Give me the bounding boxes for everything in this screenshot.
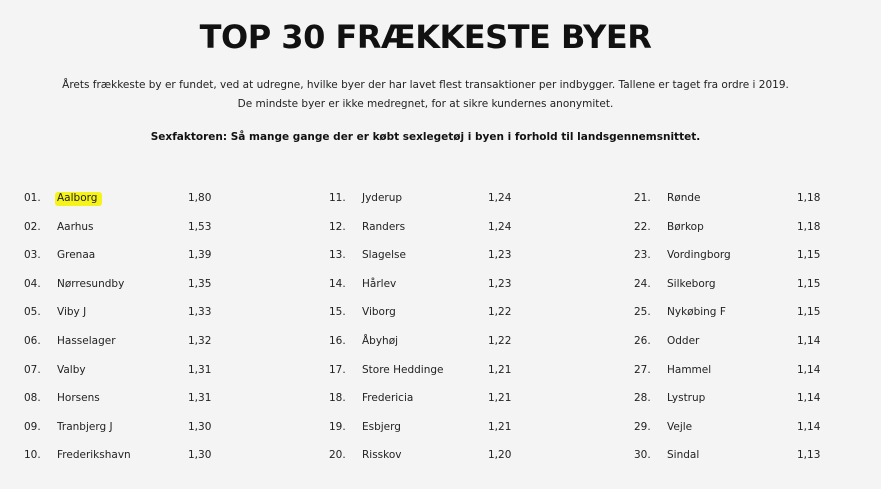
sexfactor-value: 1,14 bbox=[797, 392, 821, 405]
city-name: Vejle bbox=[667, 420, 693, 433]
rank-number: 02. bbox=[24, 220, 41, 233]
sexfactor-value: 1,15 bbox=[797, 306, 821, 319]
sexfactor-value: 1,22 bbox=[488, 334, 512, 347]
rank-number: 04. bbox=[24, 277, 41, 290]
sexfactor-value: 1,31 bbox=[188, 363, 212, 376]
sexfactor-value: 1,35 bbox=[188, 277, 212, 290]
city-name: Slagelse bbox=[362, 249, 406, 262]
city-name: Rønde bbox=[667, 192, 701, 204]
sexfactor-value: 1,18 bbox=[797, 192, 821, 204]
sexfactor-value: 1,80 bbox=[188, 192, 212, 204]
rank-number: 05. bbox=[24, 306, 41, 319]
city-name: Hasselager bbox=[57, 334, 116, 347]
sexfactor-value: 1,21 bbox=[488, 392, 512, 405]
city-name: Odder bbox=[667, 334, 700, 347]
rank-number: 22. bbox=[634, 220, 651, 233]
rank-number: 07. bbox=[24, 363, 41, 376]
rank-number: 30. bbox=[634, 449, 651, 462]
rank-number: 25. bbox=[634, 306, 651, 319]
city-name: Horsens bbox=[57, 392, 100, 405]
rank-number: 13. bbox=[329, 249, 346, 262]
sexfactor-value: 1,24 bbox=[488, 220, 512, 233]
sexfactor-value: 1,23 bbox=[488, 277, 512, 290]
rank-number: 17. bbox=[329, 363, 346, 376]
sexfactor-value: 1,15 bbox=[797, 277, 821, 290]
city-name-highlighted: Aalborg bbox=[55, 192, 103, 206]
city-name: Vordingborg bbox=[667, 249, 731, 262]
city-name: Risskov bbox=[362, 449, 402, 462]
rank-number: 23. bbox=[634, 249, 651, 262]
city-name: Lystrup bbox=[667, 392, 706, 405]
intro-text: Årets frækkeste by er fundet, ved at udr… bbox=[0, 76, 851, 114]
sexfactor-value: 1,23 bbox=[488, 249, 512, 262]
rank-number: 03. bbox=[24, 249, 41, 262]
intro-line-2: De mindste byer er ikke medregnet, for a… bbox=[237, 98, 614, 110]
rank-number: 10. bbox=[24, 449, 41, 462]
rank-number: 09. bbox=[24, 420, 41, 433]
rank-number: 28. bbox=[634, 392, 651, 405]
sexfactor-value: 1,31 bbox=[188, 392, 212, 405]
city-name: Randers bbox=[362, 220, 406, 233]
rank-number: 08. bbox=[24, 392, 41, 405]
sexfactor-value: 1,14 bbox=[797, 334, 821, 347]
sexfactor-value: 1,22 bbox=[488, 306, 512, 319]
city-name: Viborg bbox=[362, 306, 396, 319]
sexfactor-value: 1,33 bbox=[188, 306, 212, 319]
city-name: Tranbjerg J bbox=[57, 420, 113, 433]
sexfactor-value: 1,53 bbox=[188, 220, 212, 233]
rank-number: 21. bbox=[634, 192, 651, 204]
city-name: Nykøbing F bbox=[667, 306, 726, 319]
sexfactor-value: 1,21 bbox=[488, 363, 512, 376]
city-name: Aarhus bbox=[57, 220, 94, 233]
city-name: Jyderup bbox=[362, 192, 403, 204]
rank-number: 18. bbox=[329, 392, 346, 405]
rank-number: 20. bbox=[329, 449, 346, 462]
rank-number: 29. bbox=[634, 420, 651, 433]
rank-number: 24. bbox=[634, 277, 651, 290]
intro-line-1: Årets frækkeste by er fundet, ved at udr… bbox=[62, 79, 789, 91]
sexfactor-value: 1,39 bbox=[188, 249, 212, 262]
city-name: Valby bbox=[57, 363, 86, 376]
rank-number: 14. bbox=[329, 277, 346, 290]
city-name: Silkeborg bbox=[667, 277, 716, 290]
city-name: Hårlev bbox=[362, 277, 397, 290]
sexfactor-note: Sexfaktoren: Så mange gange der er købt … bbox=[150, 131, 701, 143]
city-name: Børkop bbox=[667, 220, 704, 233]
rank-number: 01. bbox=[24, 192, 41, 204]
rank-number: 15. bbox=[329, 306, 346, 319]
sexfactor-value: 1,20 bbox=[488, 449, 512, 462]
sexfactor-value: 1,18 bbox=[797, 220, 821, 233]
city-name: Store Heddinge bbox=[362, 363, 444, 376]
city-name: Grenaa bbox=[57, 249, 96, 262]
rank-number: 16. bbox=[329, 334, 346, 347]
sexfactor-value: 1,32 bbox=[188, 334, 212, 347]
sexfactor-value: 1,30 bbox=[188, 420, 212, 433]
city-name: Hammel bbox=[667, 363, 712, 376]
sexfactor-value: 1,14 bbox=[797, 363, 821, 376]
city-name: Frederikshavn bbox=[57, 449, 131, 462]
city-name: Fredericia bbox=[362, 392, 414, 405]
rank-number: 12. bbox=[329, 220, 346, 233]
sexfactor-value: 1,15 bbox=[797, 249, 821, 262]
city-name: Esbjerg bbox=[362, 420, 401, 433]
sexfactor-value: 1,13 bbox=[797, 449, 821, 462]
rank-number: 11. bbox=[329, 192, 346, 204]
page-title: TOP 30 FRÆKKESTE BYER bbox=[199, 18, 652, 56]
rank-number: 19. bbox=[329, 420, 346, 433]
city-name: Nørresundby bbox=[57, 277, 125, 290]
city-name: Viby J bbox=[57, 306, 87, 319]
city-name: Sindal bbox=[667, 449, 700, 462]
city-name: Åbyhøj bbox=[362, 334, 399, 347]
rank-number: 06. bbox=[24, 334, 41, 347]
sexfactor-value: 1,14 bbox=[797, 420, 821, 433]
sexfactor-value: 1,30 bbox=[188, 449, 212, 462]
sexfactor-value: 1,24 bbox=[488, 192, 512, 204]
sexfactor-value: 1,21 bbox=[488, 420, 512, 433]
rank-number: 26. bbox=[634, 334, 651, 347]
rank-number: 27. bbox=[634, 363, 651, 376]
